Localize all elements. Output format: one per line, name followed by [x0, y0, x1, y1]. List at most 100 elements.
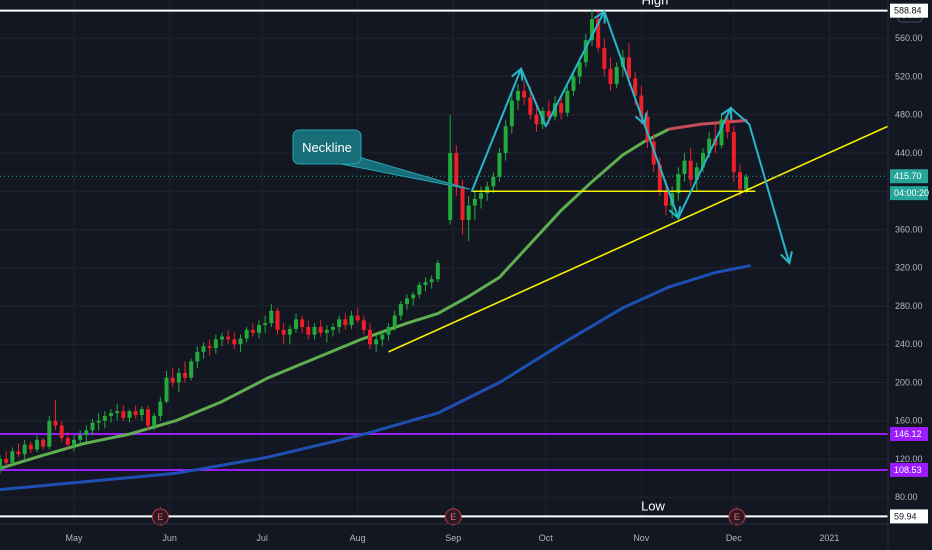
candle-body — [398, 304, 403, 316]
candle-body — [386, 327, 391, 335]
candle-body — [306, 327, 311, 335]
candle-body — [331, 327, 335, 330]
candle-body — [645, 116, 650, 142]
candle-body — [448, 152, 453, 220]
pattern-arrowhead — [634, 112, 648, 127]
candle-body — [509, 100, 514, 127]
candle-body — [719, 119, 724, 146]
level-tag — [890, 3, 928, 18]
candle-body — [250, 329, 255, 333]
time-tick-label: Oct — [539, 533, 554, 543]
candle-body — [731, 131, 736, 173]
price-tick-label: 480.00 — [895, 110, 923, 120]
candle-body — [10, 451, 15, 463]
candle-body — [392, 315, 397, 328]
price-tick-label: 160.00 — [895, 416, 923, 426]
price-tick-label: 560.00 — [895, 33, 923, 43]
candle-body — [213, 339, 218, 349]
earnings-circle — [151, 508, 169, 526]
candle-body — [602, 47, 607, 69]
pattern-arrowhead — [720, 106, 733, 121]
ma-mid-line-recent — [667, 119, 748, 131]
candle-body — [28, 444, 33, 450]
level-tag — [890, 462, 928, 477]
candle-body — [633, 78, 638, 96]
candle-body — [0, 458, 2, 471]
low-label: Low — [641, 498, 665, 513]
candle-body — [176, 372, 181, 383]
pattern-arrowhead — [593, 9, 606, 24]
price-tag-label: 415.70 — [894, 171, 922, 181]
candle-body — [275, 310, 280, 330]
candle-body — [121, 411, 126, 418]
candle-body — [226, 336, 231, 340]
candle-body — [324, 329, 329, 333]
candle-body — [16, 451, 21, 455]
time-tick-label: Jun — [162, 533, 177, 543]
candle-body — [694, 167, 699, 180]
candle-body — [380, 334, 385, 340]
candle-body — [158, 401, 163, 416]
candle-body — [361, 320, 366, 330]
candle-body — [90, 422, 95, 431]
candle-body — [614, 66, 619, 85]
candle-body — [109, 413, 113, 416]
price-tick-label: 240.00 — [895, 339, 923, 349]
earnings-circle — [444, 508, 462, 526]
moving-average-mid — [0, 119, 748, 470]
candle-body — [53, 420, 58, 426]
time-tick-label: Sep — [445, 533, 461, 543]
level-tag — [890, 509, 928, 524]
candle-body — [485, 186, 490, 194]
candle-body — [146, 409, 150, 426]
candle-body — [170, 377, 175, 383]
candle-body — [405, 298, 409, 305]
candle-body — [281, 329, 286, 335]
candle-body — [232, 339, 237, 345]
candle-body — [411, 294, 416, 299]
candle-body — [583, 40, 588, 63]
candle-body — [312, 327, 317, 335]
candle-body — [676, 174, 681, 194]
earnings-label: E — [450, 512, 456, 522]
pattern-overlay — [470, 9, 793, 265]
candle-body — [41, 439, 46, 447]
level-tag-label: 59.94 — [894, 511, 917, 521]
candle-body — [608, 68, 613, 85]
neckline-callout: High Low Neckline — [292, 0, 668, 513]
level-tag-label: 146.12 — [894, 429, 922, 439]
candle-body — [294, 319, 298, 329]
candle-body — [152, 415, 157, 426]
time-tick-label: Aug — [350, 533, 366, 543]
candle-body — [528, 97, 533, 115]
price-axis-bg — [888, 0, 932, 550]
candle-body — [534, 114, 539, 125]
candle-body — [337, 319, 342, 328]
candle-body — [503, 126, 508, 153]
candle-body — [115, 411, 120, 414]
candle-body — [590, 19, 594, 41]
candle-body — [559, 103, 564, 113]
candle-body — [263, 323, 268, 326]
candle-body — [639, 95, 644, 117]
candle-body — [664, 191, 668, 206]
level-tag-label: 108.53 — [894, 465, 922, 475]
candle-body — [127, 411, 132, 418]
price-tick-label: 520.00 — [895, 71, 923, 81]
candle-body — [201, 346, 206, 352]
candle-body — [47, 420, 52, 447]
pattern-arrowhead — [780, 251, 793, 265]
candle-body — [651, 141, 656, 165]
candle-body — [596, 19, 601, 48]
candle-body — [516, 90, 520, 101]
candle-body — [657, 164, 662, 192]
callout-box — [292, 129, 362, 165]
candle-body — [96, 420, 101, 423]
candle-body — [479, 193, 483, 199]
candle-body — [189, 361, 194, 378]
candle-body — [454, 152, 459, 187]
candle-body — [738, 172, 742, 190]
